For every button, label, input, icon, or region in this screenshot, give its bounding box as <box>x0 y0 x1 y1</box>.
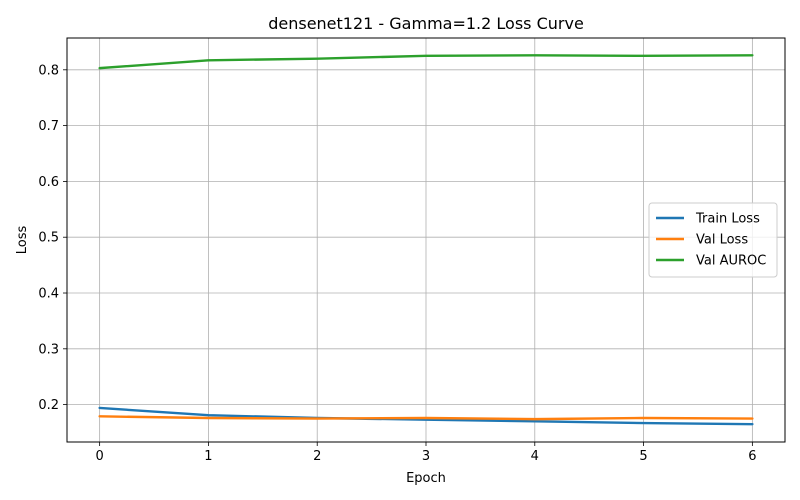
y-axis-label: Loss <box>15 226 30 255</box>
series-line-val-auroc <box>98 54 754 70</box>
y-tick-label: 0.7 <box>38 119 59 134</box>
series-lines <box>98 54 754 426</box>
legend-box <box>648 202 778 278</box>
x-tick-label: 2 <box>313 449 321 464</box>
x-tick-label: 5 <box>639 449 647 464</box>
y-tick-label: 0.8 <box>38 63 59 78</box>
series-line-val-loss <box>98 415 754 421</box>
legend-label-train-loss: Train Loss <box>695 212 760 227</box>
legend: Train Loss Val Loss Val AUROC <box>648 202 778 278</box>
series-line-train-loss <box>98 406 754 426</box>
legend-label-val-auroc: Val AUROC <box>696 254 766 269</box>
y-tick-label: 0.5 <box>38 231 59 246</box>
y-tick-label: 0.4 <box>38 287 59 302</box>
chart-title: densenet121 - Gamma=1.2 Loss Curve <box>268 14 584 33</box>
y-tick-label: 0.3 <box>38 342 59 357</box>
x-tick-label: 1 <box>204 449 212 464</box>
legend-label-val-loss: Val Loss <box>696 233 748 248</box>
gridlines <box>67 38 785 442</box>
x-tick-label: 0 <box>95 449 103 464</box>
y-axis-ticks: 0.2 0.3 0.4 0.5 0.6 0.7 0.8 <box>38 63 67 413</box>
x-tick-label: 6 <box>748 449 756 464</box>
x-axis-label: Epoch <box>406 471 446 486</box>
x-axis-ticks: 0 1 2 3 4 5 6 <box>95 442 757 464</box>
y-tick-label: 0.2 <box>38 398 59 413</box>
x-tick-label: 3 <box>422 449 430 464</box>
y-tick-label: 0.6 <box>38 175 59 190</box>
x-tick-label: 4 <box>531 449 539 464</box>
